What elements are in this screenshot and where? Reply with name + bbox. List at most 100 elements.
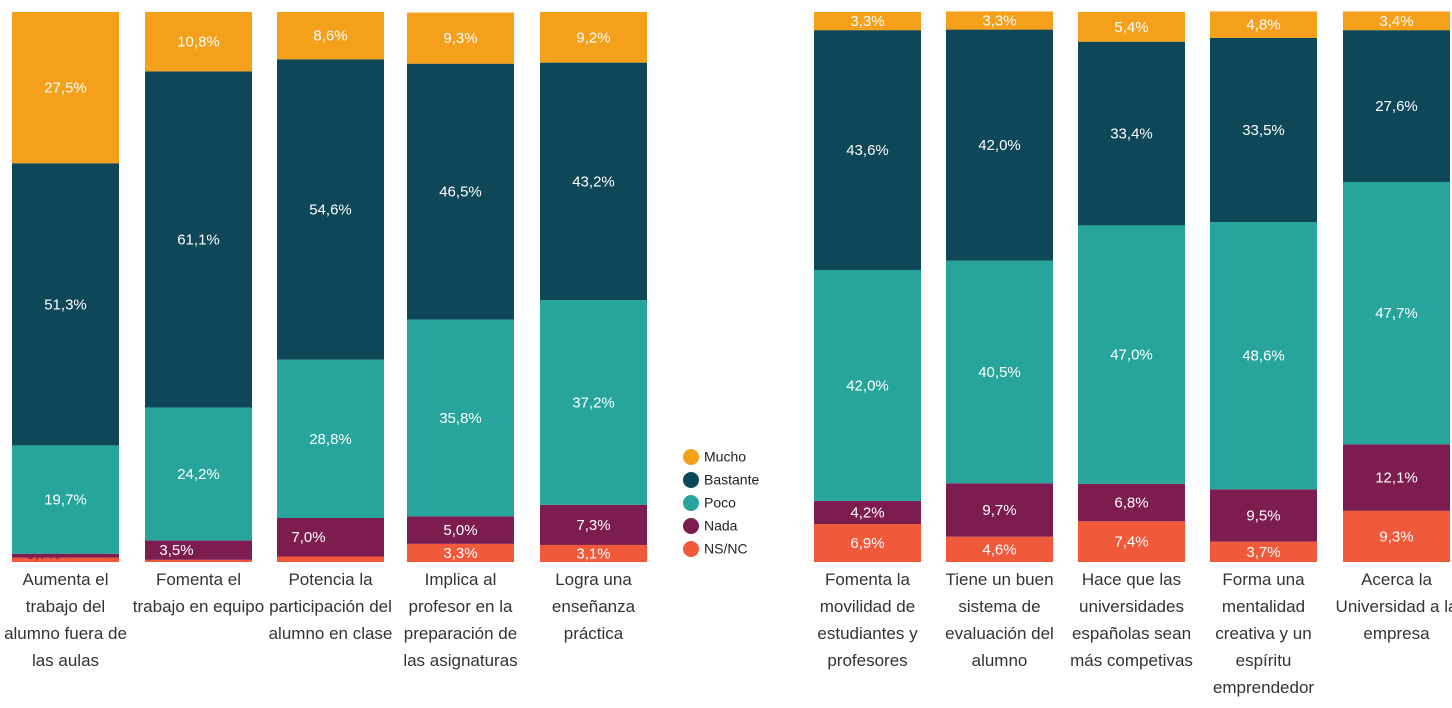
bar-segment — [814, 30, 921, 270]
data-label: 6,9% — [850, 535, 884, 552]
bar-segment — [277, 59, 384, 360]
bar-segment — [407, 12, 514, 64]
data-label: 47,0% — [1110, 347, 1153, 364]
bar-segment — [1210, 541, 1317, 562]
bar-segment — [540, 12, 647, 63]
data-label: 9,5% — [1246, 507, 1280, 524]
bar-segment — [1078, 41, 1185, 226]
bar-segment — [1343, 181, 1450, 445]
bar-segment — [277, 556, 384, 562]
category-label: Fomenta la movilidad de estudiantes y pr… — [817, 570, 918, 670]
bar-segment — [12, 557, 119, 562]
category-label: Logra una enseñanza práctica — [551, 570, 636, 643]
bar-segment — [814, 269, 921, 501]
bar-segment — [145, 559, 252, 562]
bar-segment — [407, 319, 514, 517]
bar-segment — [277, 359, 384, 518]
data-label: 9,3% — [1379, 528, 1413, 545]
data-label: 35,8% — [439, 410, 482, 427]
bar-segment — [540, 62, 647, 301]
bar-segment — [12, 445, 119, 554]
data-label: 28,8% — [309, 431, 352, 448]
data-label: 33,4% — [1110, 126, 1153, 143]
category-label: Potencia la participación del alumno en … — [268, 570, 393, 643]
bar-segment — [540, 544, 647, 562]
bar-segment — [145, 540, 252, 560]
data-label: 7,4% — [1114, 534, 1148, 551]
category-label: Forma una mentalidad creativa y un espír… — [1212, 570, 1315, 697]
data-label: 4,2% — [850, 504, 884, 521]
bar-segment — [946, 11, 1053, 30]
data-label: 42,0% — [846, 377, 889, 394]
bar-segment — [407, 543, 514, 562]
data-label: 27,5% — [44, 80, 87, 97]
bar-segment — [1343, 11, 1450, 31]
data-label: 43,6% — [846, 142, 889, 159]
data-label: 42,0% — [978, 137, 1021, 154]
data-label: 3,3% — [443, 545, 477, 562]
bar-segment — [277, 518, 384, 557]
bar-segment — [814, 500, 921, 525]
data-label: 47,7% — [1375, 305, 1418, 322]
bar-segment — [1343, 510, 1450, 562]
bar-segment — [814, 12, 921, 31]
bar-segment — [1078, 521, 1185, 562]
data-label: 10,8% — [177, 34, 220, 51]
data-label: 48,6% — [1242, 348, 1285, 365]
bar-segment — [540, 300, 647, 505]
data-label: 4,8% — [1246, 17, 1280, 34]
legend-swatch — [683, 541, 699, 557]
data-label: 12,1% — [1375, 470, 1418, 487]
data-label: 5,0% — [443, 522, 477, 539]
bar-segment — [1078, 483, 1185, 522]
data-label: 7,0% — [291, 529, 325, 546]
bar-segment — [1210, 489, 1317, 542]
legend-swatch — [683, 449, 699, 465]
bar-segment — [12, 163, 119, 446]
data-label: 33,5% — [1242, 122, 1285, 139]
category-label: Hace que las universidades españolas sea… — [1070, 570, 1193, 670]
bar-segment — [946, 29, 1053, 261]
bar-segment — [407, 63, 514, 320]
bar-segment — [1078, 12, 1185, 42]
legend-swatch — [683, 472, 699, 488]
data-label: 46,5% — [439, 184, 482, 201]
category-label: Tiene un buen sistema de evaluación del … — [945, 570, 1054, 670]
bar-segment — [277, 12, 384, 60]
bar-segment — [145, 407, 252, 541]
bar-segment — [1343, 30, 1450, 182]
bar-segment — [12, 12, 119, 164]
legend-label: Nada — [704, 518, 738, 534]
data-label: 6,8% — [1114, 495, 1148, 512]
category-label: Implica al profesor en la preparación de… — [403, 570, 518, 670]
data-label: 3,5% — [159, 542, 193, 559]
legend-label: Bastante — [704, 472, 759, 488]
bar-segment — [407, 516, 514, 544]
bar-segment — [540, 504, 647, 545]
legend-label: Poco — [704, 495, 736, 511]
data-label: 61,1% — [177, 231, 220, 248]
bar-segment — [946, 483, 1053, 537]
data-label: 3,1% — [576, 545, 610, 562]
data-label: 51,3% — [44, 296, 87, 313]
data-label: 54,6% — [309, 201, 352, 218]
bar-segment — [946, 536, 1053, 562]
bar-segment — [1343, 444, 1450, 511]
bar-segment — [1210, 11, 1317, 38]
data-label: 9,2% — [576, 29, 610, 46]
data-label: 7,3% — [576, 517, 610, 534]
category-label: Aumenta el trabajo del alumno fuera de l… — [4, 570, 127, 670]
data-label: 24,2% — [177, 466, 220, 483]
data-label: 9,3% — [443, 30, 477, 47]
data-label: 9,7% — [982, 502, 1016, 519]
bar-segment — [145, 12, 252, 72]
bar-segment — [1210, 37, 1317, 223]
legend-swatch — [683, 495, 699, 511]
bar-segment — [1210, 222, 1317, 490]
legend-label: NS/NC — [704, 541, 748, 557]
bar-segment — [145, 71, 252, 408]
category-label: Acerca la Universidad a la empresa — [1335, 570, 1452, 643]
data-label: 27,6% — [1375, 98, 1418, 115]
